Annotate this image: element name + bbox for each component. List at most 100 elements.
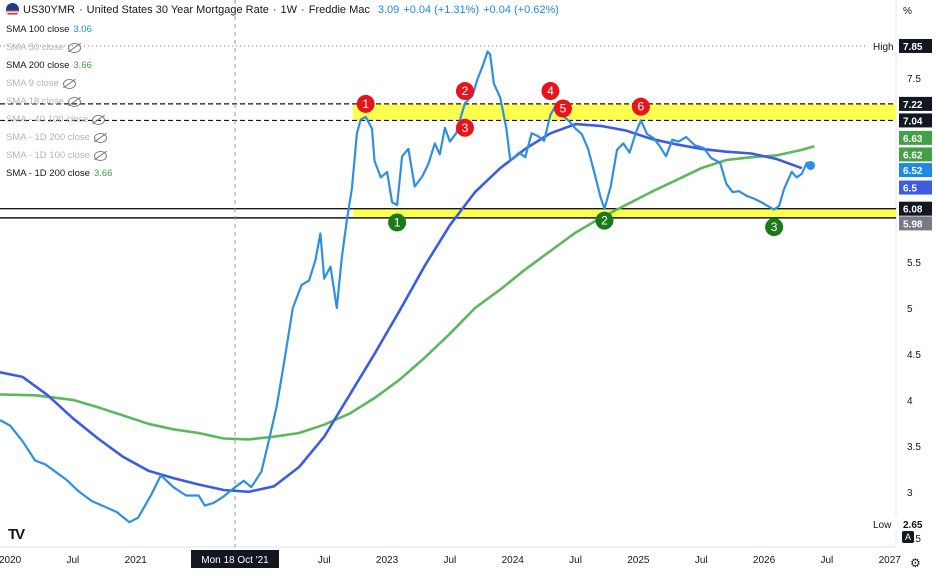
- last-value: 3.09: [377, 3, 400, 16]
- gear-icon[interactable]: ⚙: [910, 556, 921, 570]
- y-tick-label: 4.5: [907, 350, 921, 361]
- y-tick-label: 4: [907, 396, 913, 407]
- header-sep-1: ·: [78, 3, 83, 16]
- price-label-text: 6.62: [903, 150, 923, 161]
- price-tag-text: Low: [873, 520, 892, 531]
- hidden-eye-icon[interactable]: [93, 150, 107, 161]
- data-source: Freddie Mac: [308, 3, 370, 16]
- price-label-text: 6.5: [903, 184, 917, 195]
- last-price-dot: [806, 160, 816, 170]
- price-label-box: [899, 163, 932, 178]
- series-line: [0, 144, 815, 441]
- resistance-marker-circle: [553, 99, 572, 118]
- resistance-marker-circle: [541, 82, 560, 101]
- price-label-box: [899, 130, 932, 145]
- percent-toggle[interactable]: %: [903, 6, 912, 17]
- price-label: 7.85 High: [866, 38, 932, 53]
- series-line: [0, 50, 812, 524]
- resistance-marker-label: 6: [638, 100, 645, 114]
- x-tick-label: Jul: [569, 555, 582, 566]
- indicator-label: SMA 200 close: [6, 60, 70, 71]
- y-tick-label: 3.5: [907, 442, 921, 453]
- auto-scale-button[interactable]: A: [902, 531, 914, 543]
- price-label: 2.65 Low: [866, 517, 932, 532]
- price-label-text: 7.22: [903, 100, 923, 111]
- price-tag-box: [866, 517, 897, 532]
- price-label-box: [899, 180, 932, 195]
- indicator-row[interactable]: SMA 9 close: [6, 78, 76, 89]
- price-label-box: [899, 216, 932, 231]
- indicator-label: SMA 50 close: [6, 42, 65, 53]
- x-tick-label: 2025: [627, 555, 650, 566]
- support-marker-label: 3: [771, 220, 778, 234]
- indicator-row[interactable]: SMA - 1D 200 close: [6, 132, 107, 143]
- indicator-row[interactable]: SMA 100 close 3.06: [6, 24, 92, 35]
- interval[interactable]: 1W: [280, 3, 298, 16]
- x-tick-label: 2021: [125, 555, 148, 566]
- indicator-row[interactable]: SMA - 40 100 close: [6, 114, 106, 125]
- price-label: 7.04: [899, 113, 932, 128]
- resistance-marker-circle: [356, 94, 375, 113]
- indicator-label: SMA - 1D 200 close: [6, 132, 90, 143]
- price-label-text: 7.04: [903, 116, 923, 127]
- price-label-box: [899, 38, 932, 53]
- price-label-box: [899, 96, 932, 111]
- support-marker: 2: [595, 211, 614, 230]
- y-tick-label: 5.5: [907, 258, 921, 269]
- indicator-row[interactable]: SMA 18 close: [6, 96, 82, 107]
- hidden-eye-icon[interactable]: [68, 96, 82, 107]
- hidden-eye-icon[interactable]: [92, 114, 106, 125]
- crosshair-date-label: Mon 18 Oct '21: [201, 555, 269, 566]
- x-tick-label: Jul: [820, 555, 833, 566]
- indicator-value: 3.06: [73, 24, 92, 35]
- hidden-eye-icon[interactable]: [93, 132, 107, 143]
- resistance-marker: 2: [455, 82, 474, 101]
- resistance-marker: 1: [356, 94, 375, 113]
- header-sep-2: ·: [272, 3, 277, 16]
- price-label: 5.98: [899, 216, 932, 231]
- change-value: +0.04 (+1.31%): [403, 3, 480, 16]
- support-marker: 3: [765, 218, 784, 237]
- price-label-box: [899, 113, 932, 128]
- resistance-marker-circle: [455, 118, 474, 137]
- crosshair-date-box: [190, 550, 279, 568]
- indicator-value: 3.66: [73, 60, 92, 71]
- y-tick-label: 7.5: [907, 74, 921, 85]
- symbol-name[interactable]: US30YMR: [23, 3, 75, 16]
- x-tick-label: Jul: [443, 555, 456, 566]
- price-label: 6.52: [899, 163, 932, 178]
- x-tick-label: 2026: [753, 555, 776, 566]
- indicator-label: SMA 9 close: [6, 78, 59, 89]
- resistance-marker-circle: [455, 82, 474, 101]
- price-label: 6.63: [899, 130, 932, 145]
- price-label-box: [899, 517, 932, 532]
- resistance-marker-circle: [631, 97, 650, 116]
- support-marker-circle: [765, 218, 784, 237]
- hidden-eye-icon[interactable]: [68, 42, 82, 53]
- price-tag-text: High: [873, 42, 894, 53]
- price-label: 6.08: [899, 201, 932, 216]
- indicator-row[interactable]: SMA 50 close: [6, 42, 82, 53]
- indicator-row[interactable]: SMA 200 close 3.66: [6, 60, 92, 71]
- x-tick-label: Jul: [695, 555, 708, 566]
- indicator-label: SMA - 1D 200 close: [6, 168, 90, 179]
- indicator-row[interactable]: SMA - 1D 100 close: [6, 150, 107, 161]
- price-label-text: 2.65: [903, 520, 923, 531]
- hidden-eye-icon[interactable]: [62, 78, 76, 89]
- resistance-marker-label: 3: [462, 121, 469, 135]
- support-resistance-zone: [353, 208, 896, 218]
- price-label-text: 6.52: [903, 166, 923, 177]
- x-tick-label: 2023: [376, 555, 399, 566]
- x-tick-label: Jul: [318, 555, 331, 566]
- y-tick-label: 3: [907, 488, 913, 499]
- y-tick-label: 2.5: [907, 534, 921, 545]
- indicator-label: SMA - 40 100 close: [6, 114, 89, 125]
- resistance-marker: 3: [455, 118, 474, 137]
- indicator-row[interactable]: SMA - 1D 200 close 3.66: [6, 168, 112, 179]
- header-sep-3: ·: [301, 3, 305, 16]
- x-tick-label: 2024: [502, 555, 525, 566]
- indicator-label: SMA - 1D 100 close: [6, 150, 90, 161]
- price-tag-box: [866, 38, 897, 53]
- price-label-box: [899, 201, 932, 216]
